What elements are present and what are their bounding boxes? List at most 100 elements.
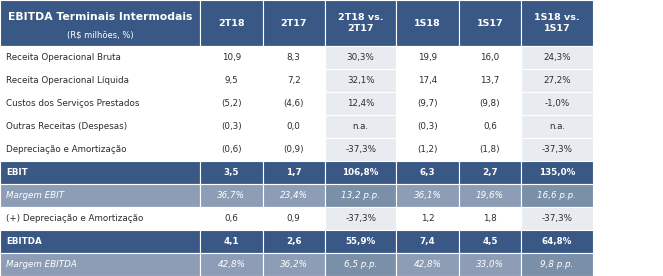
FancyBboxPatch shape (325, 115, 396, 138)
FancyBboxPatch shape (521, 92, 593, 115)
Text: 2T18: 2T18 (218, 19, 245, 28)
FancyBboxPatch shape (263, 230, 325, 253)
Text: Custos dos Serviços Prestados: Custos dos Serviços Prestados (6, 99, 139, 108)
Text: -37,3%: -37,3% (345, 145, 376, 154)
FancyBboxPatch shape (396, 46, 459, 69)
Text: Receita Operacional Bruta: Receita Operacional Bruta (6, 53, 121, 62)
FancyBboxPatch shape (0, 253, 200, 276)
FancyBboxPatch shape (200, 253, 263, 276)
FancyBboxPatch shape (0, 92, 200, 115)
FancyBboxPatch shape (325, 253, 396, 276)
FancyBboxPatch shape (459, 161, 521, 184)
FancyBboxPatch shape (521, 207, 593, 230)
FancyBboxPatch shape (263, 0, 325, 46)
FancyBboxPatch shape (263, 46, 325, 69)
Text: Depreciação e Amortização: Depreciação e Amortização (6, 145, 127, 154)
FancyBboxPatch shape (521, 230, 593, 253)
FancyBboxPatch shape (396, 161, 459, 184)
Text: 16,0: 16,0 (480, 53, 500, 62)
Text: 42,8%: 42,8% (414, 260, 442, 269)
FancyBboxPatch shape (521, 184, 593, 207)
Text: (0,3): (0,3) (221, 122, 242, 131)
FancyBboxPatch shape (521, 138, 593, 161)
FancyBboxPatch shape (459, 230, 521, 253)
FancyBboxPatch shape (459, 207, 521, 230)
FancyBboxPatch shape (200, 92, 263, 115)
FancyBboxPatch shape (0, 0, 200, 46)
FancyBboxPatch shape (0, 69, 200, 92)
Text: 2,6: 2,6 (286, 237, 302, 246)
Text: (R$ milhões, %): (R$ milhões, %) (67, 30, 133, 39)
FancyBboxPatch shape (396, 184, 459, 207)
FancyBboxPatch shape (0, 115, 200, 138)
FancyBboxPatch shape (521, 0, 593, 46)
Text: Margem EBITDA: Margem EBITDA (6, 260, 77, 269)
FancyBboxPatch shape (459, 69, 521, 92)
Text: EBITDA: EBITDA (6, 237, 42, 246)
FancyBboxPatch shape (0, 161, 200, 184)
Text: 0,9: 0,9 (287, 214, 300, 223)
FancyBboxPatch shape (200, 161, 263, 184)
Text: 36,7%: 36,7% (217, 191, 245, 200)
Text: 16,6 p.p.: 16,6 p.p. (538, 191, 576, 200)
FancyBboxPatch shape (0, 207, 200, 230)
FancyBboxPatch shape (325, 161, 396, 184)
Text: 19,9: 19,9 (418, 53, 437, 62)
FancyBboxPatch shape (396, 230, 459, 253)
Text: 8,3: 8,3 (287, 53, 300, 62)
Text: 17,4: 17,4 (418, 76, 438, 85)
Text: 0,6: 0,6 (225, 214, 238, 223)
Text: (0,6): (0,6) (221, 145, 242, 154)
FancyBboxPatch shape (200, 0, 263, 46)
Text: 4,1: 4,1 (223, 237, 239, 246)
Text: Margem EBIT: Margem EBIT (6, 191, 64, 200)
FancyBboxPatch shape (459, 115, 521, 138)
Text: 1S17: 1S17 (477, 19, 503, 28)
FancyBboxPatch shape (396, 207, 459, 230)
FancyBboxPatch shape (521, 115, 593, 138)
Text: 9,8 p.p.: 9,8 p.p. (540, 260, 573, 269)
Text: 30,3%: 30,3% (347, 53, 375, 62)
Text: 2T18 vs.
2T17: 2T18 vs. 2T17 (338, 14, 383, 33)
Text: 33,0%: 33,0% (476, 260, 504, 269)
Text: 36,1%: 36,1% (414, 191, 442, 200)
FancyBboxPatch shape (396, 253, 459, 276)
Text: 55,9%: 55,9% (345, 237, 376, 246)
FancyBboxPatch shape (396, 69, 459, 92)
FancyBboxPatch shape (263, 253, 325, 276)
FancyBboxPatch shape (263, 161, 325, 184)
Text: 1,2: 1,2 (421, 214, 434, 223)
FancyBboxPatch shape (200, 138, 263, 161)
FancyBboxPatch shape (325, 138, 396, 161)
Text: 106,8%: 106,8% (343, 168, 379, 177)
FancyBboxPatch shape (521, 69, 593, 92)
FancyBboxPatch shape (200, 46, 263, 69)
Text: 64,8%: 64,8% (542, 237, 572, 246)
FancyBboxPatch shape (396, 138, 459, 161)
Text: (0,9): (0,9) (283, 145, 304, 154)
Text: 23,4%: 23,4% (280, 191, 308, 200)
Text: EBIT: EBIT (6, 168, 28, 177)
FancyBboxPatch shape (325, 207, 396, 230)
FancyBboxPatch shape (263, 69, 325, 92)
Text: -37,3%: -37,3% (542, 214, 572, 223)
Text: 32,1%: 32,1% (347, 76, 375, 85)
Text: (+) Depreciação e Amortização: (+) Depreciação e Amortização (6, 214, 143, 223)
Text: 9,5: 9,5 (225, 76, 238, 85)
FancyBboxPatch shape (263, 184, 325, 207)
FancyBboxPatch shape (0, 46, 200, 69)
Text: 12,4%: 12,4% (347, 99, 375, 108)
Text: (9,8): (9,8) (479, 99, 501, 108)
FancyBboxPatch shape (396, 0, 459, 46)
FancyBboxPatch shape (200, 230, 263, 253)
Text: Receita Operacional Líquida: Receita Operacional Líquida (6, 76, 129, 85)
Text: 1S18 vs.
1S17: 1S18 vs. 1S17 (534, 14, 579, 33)
FancyBboxPatch shape (263, 207, 325, 230)
FancyBboxPatch shape (200, 115, 263, 138)
FancyBboxPatch shape (459, 92, 521, 115)
FancyBboxPatch shape (200, 184, 263, 207)
Text: 7,2: 7,2 (287, 76, 300, 85)
Text: 1S18: 1S18 (414, 19, 441, 28)
FancyBboxPatch shape (0, 138, 200, 161)
FancyBboxPatch shape (263, 138, 325, 161)
